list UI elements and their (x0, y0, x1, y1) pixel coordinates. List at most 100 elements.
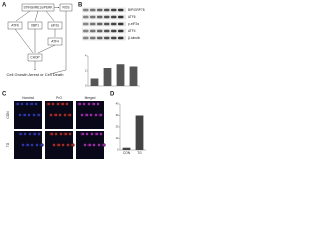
nucleus (64, 132, 68, 136)
panel-label: C (2, 92, 7, 98)
outcome: Cell Growth Arrest or Cell Death (7, 72, 64, 77)
bar (116, 64, 125, 86)
band (97, 8, 103, 12)
nucleus (85, 113, 89, 117)
diagram: STING/IRE1α/PERK ROS ATF6 XBP1 eIF2α ATF… (7, 3, 73, 77)
nucleus (26, 143, 30, 147)
nucleus (83, 143, 87, 147)
bar-chart: 0 2 4 (85, 54, 140, 88)
band (118, 22, 124, 26)
band (90, 36, 96, 40)
column-label: Hoechst (22, 96, 34, 100)
nucleus (94, 113, 98, 117)
nucleus (59, 132, 63, 136)
band (83, 15, 89, 19)
nucleus (92, 102, 96, 106)
node: STING/IRE1α/PERK (23, 5, 53, 9)
blot-row-label: p-eIF2α (128, 22, 139, 26)
nucleus (66, 143, 70, 147)
band (118, 8, 124, 12)
panel-label: D (110, 92, 115, 98)
y-tick-label: 0 (85, 84, 87, 88)
node: ROS (63, 5, 70, 9)
x-tick-label: CON (123, 151, 131, 155)
nucleus (95, 132, 99, 136)
nucleus (20, 102, 24, 106)
band (83, 36, 89, 40)
panel-label: A (2, 3, 7, 9)
nucleus (32, 113, 36, 117)
nucleus (99, 113, 103, 117)
bar (129, 66, 138, 86)
nucleus (68, 113, 72, 117)
band (104, 36, 110, 40)
blot-row-label: BIP/GRP78 (128, 8, 145, 12)
nucleus (35, 143, 39, 147)
nucleus (63, 113, 67, 117)
y-tick-label: 40 (116, 102, 119, 106)
nucleus (21, 143, 25, 147)
column-label: Merged (85, 96, 96, 100)
nucleus (34, 102, 38, 106)
band (83, 22, 89, 26)
nucleus (56, 102, 60, 106)
nucleus (85, 132, 89, 136)
nucleus (57, 143, 61, 147)
nucleus (51, 102, 55, 106)
nucleus (71, 143, 75, 147)
y-tick-label: 2 (85, 69, 87, 73)
node: ATF4 (51, 39, 59, 43)
x-tick-label: TG (137, 151, 142, 155)
nucleus (61, 143, 65, 147)
nucleus (33, 132, 37, 136)
band (111, 29, 117, 33)
band (118, 15, 124, 19)
nucleus (82, 102, 86, 106)
nucleus (68, 132, 72, 136)
band (90, 8, 96, 12)
nucleus (65, 102, 69, 106)
nucleus (28, 132, 32, 136)
band (97, 36, 103, 40)
nucleus (37, 132, 41, 136)
nucleus (47, 102, 51, 106)
y-tick-label: 20 (116, 125, 119, 129)
y-tick-label: 4 (85, 54, 87, 58)
nucleus (18, 113, 22, 117)
nucleus (87, 102, 91, 106)
band (83, 29, 89, 33)
nucleus (49, 113, 53, 117)
nucleus (80, 113, 84, 117)
band (118, 36, 124, 40)
node: ATF6 (11, 23, 19, 27)
column-label: PrO (56, 96, 62, 100)
nucleus (30, 143, 34, 147)
band (104, 22, 110, 26)
nucleus (61, 102, 65, 106)
node: eIF2α (51, 23, 59, 27)
band (90, 15, 96, 19)
bar (90, 78, 99, 86)
row-label: CON (6, 111, 10, 119)
nucleus (23, 132, 27, 136)
band (90, 22, 96, 26)
nucleus (23, 113, 27, 117)
nucleus (27, 113, 31, 117)
nucleus (90, 132, 94, 136)
row-label: TG (6, 142, 10, 147)
band (97, 29, 103, 33)
panel-label: B (78, 3, 83, 9)
y-tick-label: 0 (117, 148, 119, 152)
y-tick-label: 10 (116, 136, 119, 140)
band (118, 29, 124, 33)
band (83, 8, 89, 12)
nucleus (99, 132, 103, 136)
band (111, 22, 117, 26)
nucleus (58, 113, 62, 117)
node: XBP1 (31, 23, 39, 27)
nucleus (50, 132, 54, 136)
blot-row-label: ATF4 (128, 29, 136, 33)
nucleus (102, 143, 106, 147)
nucleus (88, 143, 92, 147)
nucleus (19, 132, 23, 136)
